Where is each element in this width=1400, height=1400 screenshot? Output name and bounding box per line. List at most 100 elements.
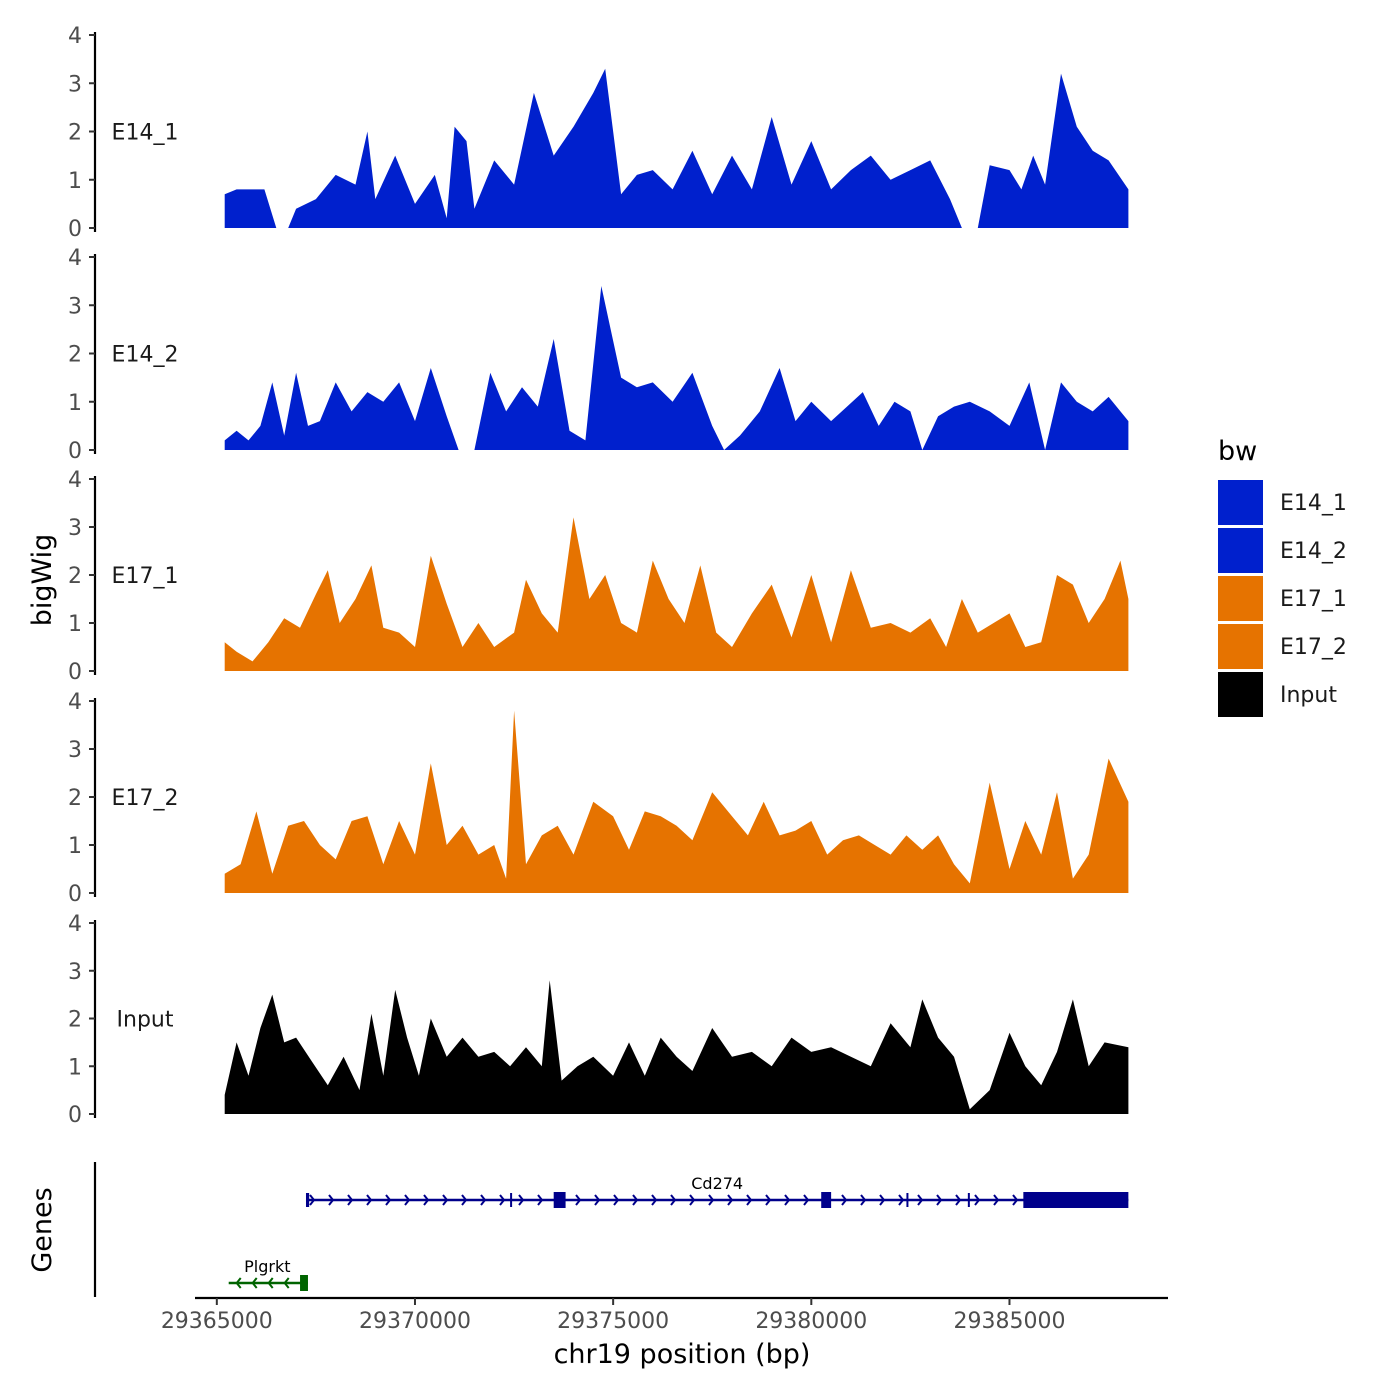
track-E17_1: 0 1 2 3 4 E17_1 bbox=[68, 468, 1129, 685]
strand-chevron bbox=[784, 1194, 791, 1206]
track-label: E14_1 bbox=[112, 121, 179, 146]
gene-exon bbox=[510, 1193, 513, 1207]
strand-chevron bbox=[480, 1194, 487, 1206]
track-E14_1: 0 1 2 3 4 E14_1 bbox=[68, 24, 1129, 242]
strand-chevron bbox=[803, 1194, 810, 1206]
y-tick-label: 3 bbox=[68, 738, 82, 763]
y-tick-label: 3 bbox=[68, 516, 82, 541]
strand-chevron bbox=[442, 1194, 449, 1206]
legend-label: E14_2 bbox=[1280, 539, 1347, 564]
strand-chevron bbox=[613, 1194, 620, 1206]
strand-chevron bbox=[251, 1277, 258, 1289]
gene-Plgrkt: Plgrkt bbox=[228, 1257, 308, 1291]
strand-chevron bbox=[708, 1194, 715, 1206]
track-E17_2: 0 1 2 3 4 E17_2 bbox=[68, 690, 1129, 907]
legend-title: bw bbox=[1218, 436, 1257, 467]
gene-exon bbox=[967, 1193, 970, 1207]
strand-chevron bbox=[860, 1194, 867, 1206]
track-label: E17_2 bbox=[112, 786, 179, 811]
x-axis-title: chr19 position (bp) bbox=[554, 1339, 811, 1370]
coverage-area-E14_2 bbox=[224, 286, 1129, 450]
strand-chevron bbox=[689, 1194, 696, 1206]
track-label: E14_2 bbox=[112, 343, 179, 368]
x-tick-label: 29375000 bbox=[557, 1309, 669, 1334]
strand-chevron bbox=[727, 1194, 734, 1206]
y-tick-label: 4 bbox=[68, 912, 82, 937]
coverage-area-E17_2 bbox=[224, 710, 1129, 893]
strand-chevron bbox=[309, 1194, 316, 1206]
genes-layer: Cd274 Plgrkt bbox=[93, 1162, 1129, 1297]
legend-swatch bbox=[1218, 672, 1263, 717]
strand-chevron bbox=[917, 1194, 924, 1206]
legend-label: E17_2 bbox=[1280, 635, 1347, 660]
y-axis-title: bigWig bbox=[27, 534, 58, 627]
strand-chevron bbox=[347, 1194, 354, 1206]
strand-chevron bbox=[267, 1277, 274, 1289]
strand-chevron bbox=[651, 1194, 658, 1206]
strand-chevron bbox=[594, 1194, 601, 1206]
legend-swatch bbox=[1218, 576, 1263, 621]
gene-exon bbox=[300, 1275, 308, 1291]
x-axis: 29365000 29370000 29375000 29380000 29385000 bbox=[161, 1296, 1168, 1334]
coverage-area-E14_1 bbox=[224, 68, 1129, 228]
y-tick-label: 1 bbox=[68, 391, 82, 416]
genes-track-title: Genes bbox=[27, 1187, 58, 1272]
gene-exon bbox=[821, 1192, 832, 1208]
legend-label: Input bbox=[1280, 683, 1337, 708]
strand-chevron bbox=[670, 1194, 677, 1206]
strand-chevron bbox=[575, 1194, 582, 1206]
strand-chevron bbox=[461, 1194, 468, 1206]
strand-chevron bbox=[955, 1194, 962, 1206]
track-E14_2: 0 1 2 3 4 E14_2 bbox=[68, 246, 1129, 464]
strand-chevron bbox=[898, 1194, 905, 1206]
tracks-layer: 0 1 2 3 4 E14_1 0 1 2 3 4 E14_2 0 1 2 3 4 E17_1 0 1 2 3 4 E17_2… bbox=[68, 24, 1129, 1128]
gene-exon bbox=[305, 1193, 310, 1207]
y-tick-label: 0 bbox=[68, 439, 82, 464]
track-label: E17_1 bbox=[112, 564, 179, 589]
legend-swatch bbox=[1218, 480, 1263, 525]
y-tick-label: 4 bbox=[68, 468, 82, 493]
y-tick-label: 3 bbox=[68, 960, 82, 985]
x-tick-label: 29370000 bbox=[359, 1309, 471, 1334]
strand-chevron bbox=[404, 1194, 411, 1206]
gene-Cd274: Cd274 bbox=[305, 1174, 1129, 1208]
strand-chevron bbox=[632, 1194, 639, 1206]
strand-chevron bbox=[841, 1194, 848, 1206]
coverage-area-E17_1 bbox=[224, 517, 1129, 671]
legend-label: E14_1 bbox=[1280, 491, 1347, 516]
coverage-area-Input bbox=[224, 980, 1129, 1114]
y-tick-label: 4 bbox=[68, 246, 82, 271]
y-tick-label: 0 bbox=[68, 1103, 82, 1128]
strand-chevron bbox=[366, 1194, 373, 1206]
y-tick-label: 1 bbox=[68, 1055, 82, 1080]
strand-chevron bbox=[993, 1194, 1000, 1206]
legend-swatch bbox=[1218, 528, 1263, 573]
gene-exon bbox=[553, 1192, 566, 1208]
strand-chevron bbox=[879, 1194, 886, 1206]
y-tick-label: 3 bbox=[68, 294, 82, 319]
y-tick-label: 2 bbox=[68, 1008, 82, 1033]
strand-chevron bbox=[385, 1194, 392, 1206]
y-tick-label: 4 bbox=[68, 690, 82, 715]
y-tick-label: 0 bbox=[68, 217, 82, 242]
y-tick-label: 2 bbox=[68, 564, 82, 589]
strand-chevron bbox=[423, 1194, 430, 1206]
y-tick-label: 3 bbox=[68, 72, 82, 97]
gene-exon bbox=[1023, 1192, 1129, 1208]
gene-label: Cd274 bbox=[691, 1174, 743, 1193]
gene-exon bbox=[906, 1193, 909, 1207]
y-tick-label: 1 bbox=[68, 834, 82, 859]
y-tick-label: 4 bbox=[68, 24, 82, 49]
legend-swatch bbox=[1218, 624, 1263, 669]
strand-chevron bbox=[1012, 1194, 1019, 1206]
legend: bw E14_1 E14_2 E17_1 E17_2 Input bbox=[1218, 436, 1347, 717]
y-tick-label: 2 bbox=[68, 121, 82, 146]
strand-chevron bbox=[765, 1194, 772, 1206]
track-Input: 0 1 2 3 4 Input bbox=[68, 912, 1129, 1128]
x-tick-label: 29385000 bbox=[953, 1309, 1065, 1334]
strand-chevron bbox=[537, 1194, 544, 1206]
strand-chevron bbox=[328, 1194, 335, 1206]
strand-chevron bbox=[235, 1277, 242, 1289]
